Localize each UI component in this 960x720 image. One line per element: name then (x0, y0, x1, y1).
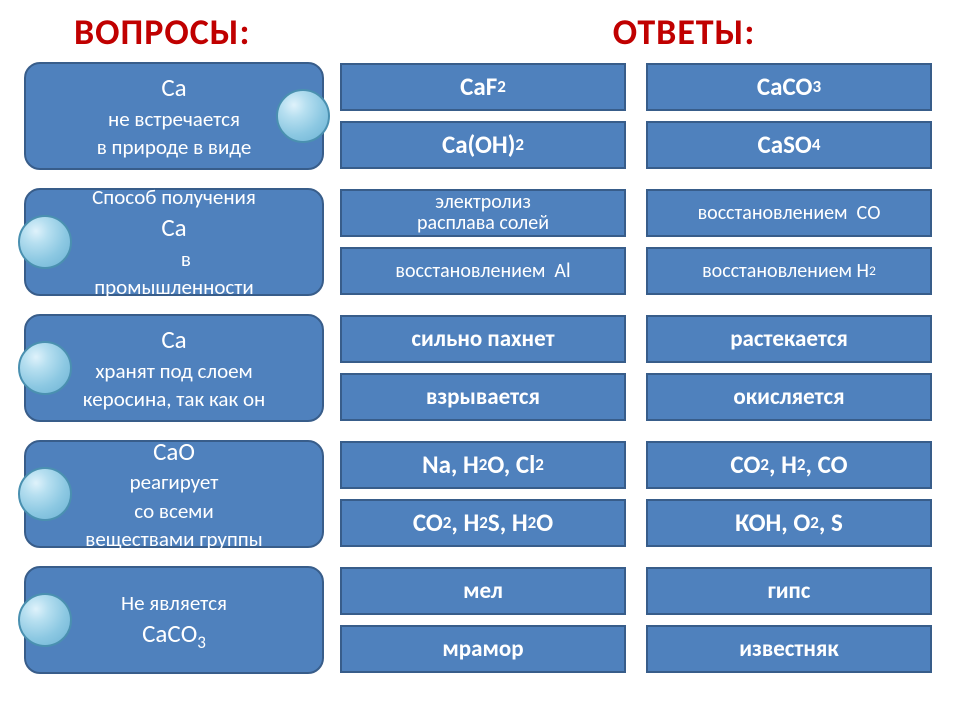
answer-box[interactable]: восстановлением H2 (646, 247, 932, 295)
answer-box[interactable]: восстановлением Al (340, 247, 626, 295)
questions-heading: ВОПРОСЫ: (24, 10, 404, 54)
question-wrap: Не являетсяСаСО3 (24, 566, 324, 674)
circle-icon (18, 467, 72, 521)
quiz-row: Способ полученияСа впромышленности электр… (24, 188, 932, 296)
answer-box[interactable]: CaSO4 (646, 121, 932, 169)
answer-box[interactable]: окисляется (646, 373, 932, 421)
answers-column: Na, H2O, Cl2 CO2, H2, CO CO2, H2S, H2O КОН,… (340, 441, 932, 547)
answer-box[interactable]: сильно пахнет (340, 315, 626, 363)
quiz-row: СаО реагируетсо всемивеществами группыNa… (24, 440, 932, 548)
quiz-row: Са хранят под слоемкеросина, так как онс… (24, 314, 932, 422)
question-wrap: Са не встречаетсяв природе в виде (24, 62, 324, 170)
answers-column: CaF2 CaCO3 Ca(OH)2 CaSO4 (340, 63, 932, 169)
answer-box[interactable]: электролизрасплава солей (340, 189, 626, 237)
answer-pair: мрамор известняк (340, 625, 932, 673)
answer-box[interactable]: известняк (646, 625, 932, 673)
answer-pair: CO2, H2S, H2O КОН, O2, S (340, 499, 932, 547)
answer-box[interactable]: растекается (646, 315, 932, 363)
answers-column: электролизрасплава солей восстановлением … (340, 189, 932, 295)
answer-box[interactable]: восстановлением СО (646, 189, 932, 237)
answers-column: сильно пахнет растекается взрывается окисля… (340, 315, 932, 421)
answer-box[interactable]: CO2, H2, CO (646, 441, 932, 489)
quiz-row: Са не встречаетсяв природе в виде CaF2 CaC… (24, 62, 932, 170)
answers-column: мелгипс мрамор известняк (340, 567, 932, 673)
rows-container: Са не встречаетсяв природе в виде CaF2 CaC… (24, 62, 932, 674)
answer-box[interactable]: гипс (646, 567, 932, 615)
answer-pair: Na, H2O, Cl2 CO2, H2, CO (340, 441, 932, 489)
circle-icon (18, 593, 72, 647)
answer-box[interactable]: мел (340, 567, 626, 615)
answers-heading: ОТВЕТЫ: (404, 10, 924, 54)
answer-pair: CaF2 CaCO3 (340, 63, 932, 111)
answer-box[interactable]: CaCO3 (646, 63, 932, 111)
quiz-slide: ВОПРОСЫ: ОТВЕТЫ: Са не встречаетсяв прир… (0, 0, 960, 720)
answer-box[interactable]: CO2, H2S, H2O (340, 499, 626, 547)
answer-pair: мелгипс (340, 567, 932, 615)
title-row: ВОПРОСЫ: ОТВЕТЫ: (24, 10, 932, 54)
answer-pair: Ca(OH)2 CaSO4 (340, 121, 932, 169)
answer-pair: электролизрасплава солей восстановлением … (340, 189, 932, 237)
answer-box[interactable]: CaF2 (340, 63, 626, 111)
quiz-row: Не являетсяСаСО3 мелгипс мрамор известняк (24, 566, 932, 674)
answer-pair: восстановлением Al восстановлением H2 (340, 247, 932, 295)
circle-icon (276, 89, 330, 143)
answer-pair: сильно пахнет растекается (340, 315, 932, 363)
question-wrap: Способ полученияСа впромышленности (24, 188, 324, 296)
answer-box[interactable]: взрывается (340, 373, 626, 421)
answer-box[interactable]: Na, H2O, Cl2 (340, 441, 626, 489)
question-wrap: Са хранят под слоемкеросина, так как он (24, 314, 324, 422)
circle-icon (18, 215, 72, 269)
answer-box[interactable]: КОН, O2, S (646, 499, 932, 547)
answer-box[interactable]: мрамор (340, 625, 626, 673)
question-wrap: СаО реагируетсо всемивеществами группы (24, 440, 324, 548)
answer-pair: взрывается окисляется (340, 373, 932, 421)
answer-box[interactable]: Ca(OH)2 (340, 121, 626, 169)
circle-icon (18, 341, 72, 395)
